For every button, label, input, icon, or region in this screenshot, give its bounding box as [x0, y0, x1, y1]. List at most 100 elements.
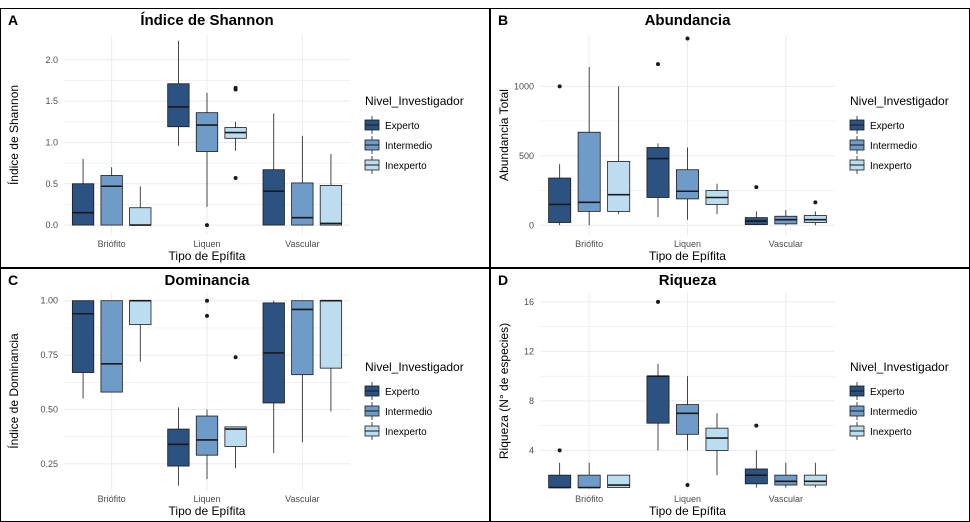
y-tick-label: 0.50 [40, 404, 58, 414]
box-body [577, 131, 601, 212]
y-tick-label: 1.5 [45, 96, 58, 106]
box-intermedio-0 [577, 66, 601, 226]
box-body [744, 468, 768, 485]
y-axis-label: Abundancia Total [497, 89, 511, 181]
box-body [291, 300, 314, 376]
y-tick-label: 0 [529, 220, 534, 230]
legend-label: Intermedio [385, 141, 433, 152]
outlier-point [205, 313, 209, 318]
legend-title: Nivel_Investigador [850, 94, 949, 108]
box-intermedio-2 [291, 300, 314, 443]
panel-tag: A [8, 12, 18, 28]
series-intermedio [577, 376, 798, 489]
x-tick-label: Vascular [769, 494, 803, 504]
legend-label: Intermedio [870, 407, 918, 418]
y-tick-label: 500 [519, 151, 534, 161]
box-intermedio-0 [100, 300, 123, 393]
y-tick-label: 8 [529, 396, 534, 406]
box-experto-1 [646, 299, 670, 451]
x-tick-label: Vascular [285, 494, 319, 504]
series-inexperto [607, 413, 827, 488]
legend-label: Intermedio [385, 407, 433, 418]
y-tick-label: 1.0 [45, 137, 58, 147]
x-tick-label: Liquen [193, 239, 220, 249]
panel-c: C Dominancia 0.25 0.50 0.75 1.00 Briófito Lique… [6, 272, 464, 518]
x-tick-label: Briófito [575, 239, 603, 249]
legend: Nivel_Investigador Experto Intermedio Inexp… [849, 360, 949, 440]
y-tick-label: 0.25 [40, 459, 58, 469]
box-body [195, 415, 219, 456]
box-intermedio-1 [195, 298, 219, 480]
box-body [548, 177, 572, 223]
box-body [548, 474, 572, 488]
box-inexperto-2 [319, 299, 343, 412]
legend: Nivel_Investigador Experto Intermedio Inexp… [364, 94, 464, 174]
box-experto-1 [646, 62, 670, 217]
outlier-point [656, 62, 660, 67]
legend-label: Inexperto [385, 427, 427, 438]
legend: Nivel_Investigador Experto Intermedio Inexp… [849, 94, 949, 174]
x-axis-label: Tipo de Epífita [169, 249, 246, 263]
x-tick-label: Liquen [193, 494, 220, 504]
legend-label: Inexperto [870, 161, 912, 172]
box-experto-0 [71, 300, 95, 399]
series-inexperto [129, 299, 343, 469]
x-tick-label: Liquen [674, 239, 701, 249]
box-intermedio-2 [774, 462, 798, 488]
outlier-point [813, 200, 818, 205]
panel-tag: B [498, 12, 508, 28]
box-inexperto-1 [705, 183, 729, 215]
y-tick-label: 1.00 [40, 296, 58, 306]
box-body [167, 83, 190, 128]
box-body [705, 427, 729, 451]
box-body [646, 375, 670, 424]
box-inexperto-1 [224, 85, 247, 180]
box-body [577, 474, 601, 488]
box-experto-2 [744, 423, 768, 488]
box-experto-2 [262, 300, 285, 454]
box-body [803, 474, 827, 486]
outlier-point [754, 185, 759, 190]
panel-title: Abundancia [645, 12, 731, 29]
panel-title: Riqueza [659, 272, 717, 289]
gridlines [540, 292, 835, 490]
y-tick-label: 1000 [514, 81, 534, 91]
series-experto [71, 300, 285, 486]
box-intermedio-0 [100, 167, 123, 226]
box-body [607, 160, 631, 212]
box-body [319, 300, 343, 369]
panel-tag: C [8, 272, 18, 288]
x-tick-label: Vascular [285, 239, 319, 249]
x-axis-label: Tipo de Epífita [649, 504, 726, 518]
series-experto [548, 62, 768, 226]
x-tick-label: Liquen [674, 494, 701, 504]
panel-a: A Índice de Shannon 0.0 0.5 1.0 1.5 2.0 Briófit… [6, 12, 464, 263]
legend-label: Inexperto [870, 427, 912, 438]
box-inexperto-2 [319, 154, 343, 226]
box-inexperto-0 [607, 86, 631, 215]
box-experto-0 [71, 158, 95, 226]
box-intermedio-1 [676, 36, 699, 220]
box-inexperto-0 [129, 299, 152, 362]
box-body [195, 112, 219, 152]
legend-label: Experto [385, 387, 420, 398]
box-experto-1 [167, 407, 190, 486]
box-body [71, 183, 95, 226]
legend-label: Experto [385, 121, 420, 132]
x-axis-label: Tipo de Epífita [169, 504, 246, 518]
box-intermedio-1 [195, 92, 219, 228]
x-tick-label: Briófito [575, 494, 603, 504]
outlier-point [754, 423, 759, 428]
box-body [774, 474, 798, 486]
legend-title: Nivel_Investigador [365, 360, 464, 374]
outlier-point [557, 448, 562, 453]
y-tick-label: 0.75 [40, 350, 58, 360]
box-inexperto-1 [224, 355, 247, 469]
figure-frame [0, 8, 970, 522]
box-experto-0 [548, 84, 572, 226]
outlier-point [205, 298, 209, 303]
outlier-point [656, 299, 660, 304]
box-body [224, 426, 247, 447]
panel-b: B Abundancia 0 500 1000 Briófito Liquen Vascula… [497, 12, 949, 263]
box-body [167, 428, 190, 467]
